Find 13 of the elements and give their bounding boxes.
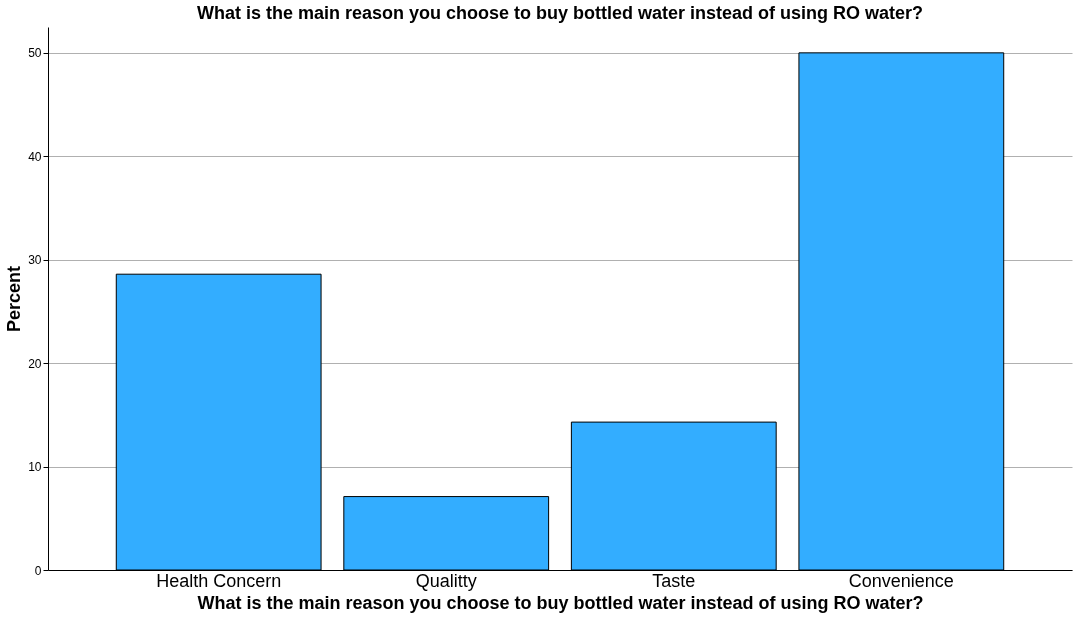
x-tick-label: Taste xyxy=(652,570,696,591)
y-tick-label: 10 xyxy=(28,460,42,475)
y-tick-label: 0 xyxy=(34,563,42,578)
x-tick-label: Qualitty xyxy=(415,570,477,591)
y-tick-label: 40 xyxy=(28,149,42,164)
x-axis-title: What is the main reason you choose to buy bottled water instead of using RO water? xyxy=(197,592,924,613)
x-tick-label: Convenience xyxy=(848,570,954,591)
y-axis-title: Percent xyxy=(4,265,25,333)
chart-title: What is the main reason you choose to buy bottled water instead of using RO water? xyxy=(196,3,924,23)
y-tick-label: 30 xyxy=(28,253,42,268)
y-tick-label: 20 xyxy=(28,356,42,371)
x-tick-label: Health Concern xyxy=(156,570,282,591)
y-tick-label: 50 xyxy=(28,46,42,61)
